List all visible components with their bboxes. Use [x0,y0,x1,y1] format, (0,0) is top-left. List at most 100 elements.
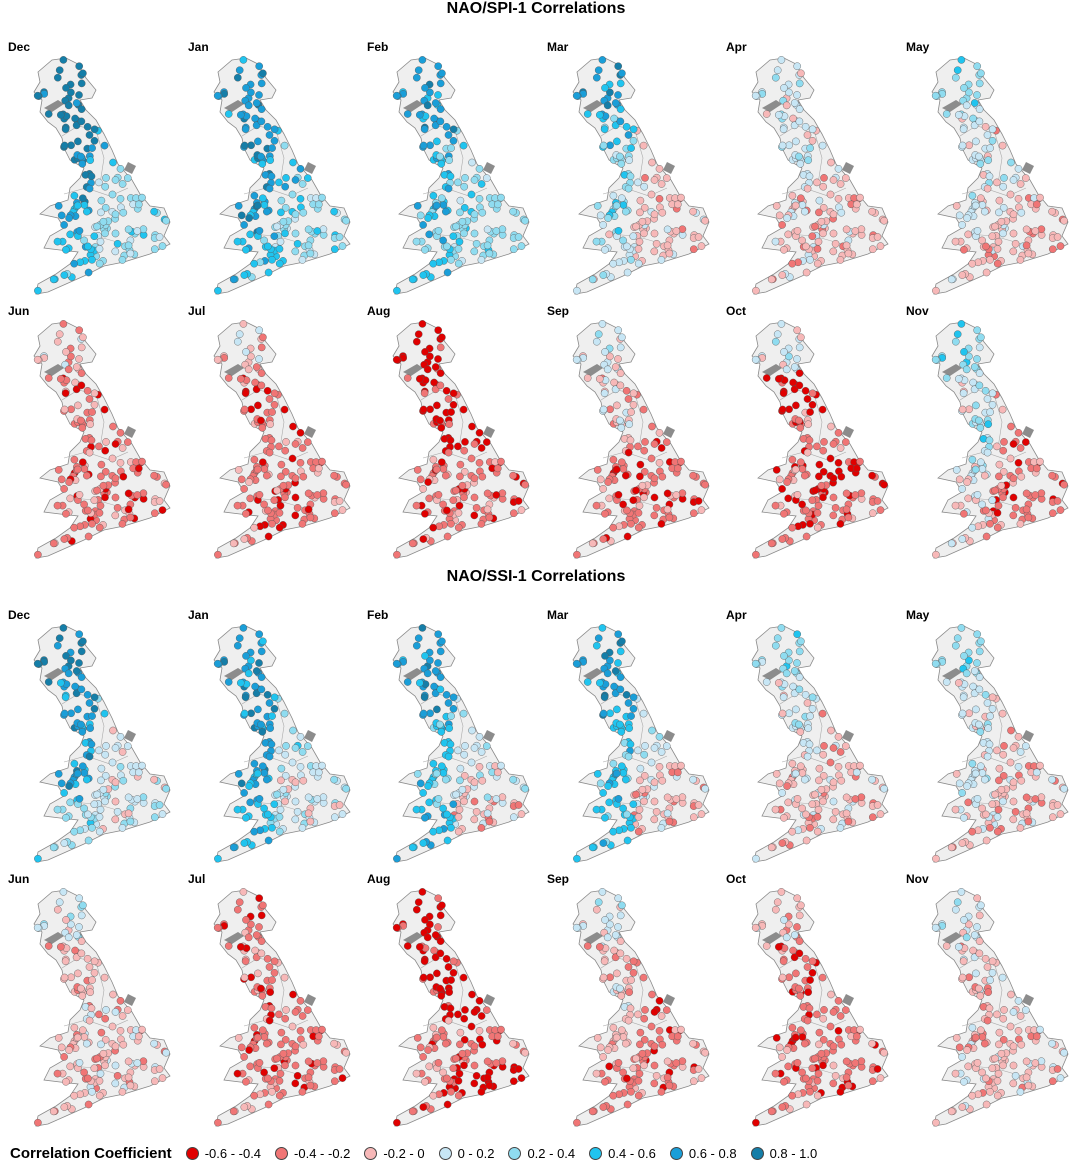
station-point [241,693,250,701]
station-point [101,1061,109,1070]
station-point [97,764,106,773]
station-point [74,969,82,978]
station-point [246,798,254,807]
station-point [1036,457,1044,466]
station-point [953,634,962,643]
region-boundary [634,129,644,185]
station-point [1032,768,1041,777]
station-point [296,429,305,437]
station-point [291,247,300,256]
station-point [596,211,605,220]
station-point [234,1034,243,1042]
station-point [976,728,985,736]
station-point [852,200,861,209]
station-point [964,798,972,807]
region-boundary [243,451,309,461]
station-point [831,1071,840,1080]
station-point [844,1081,853,1090]
station-point [459,973,468,982]
station-point [155,801,164,809]
station-point [62,348,70,356]
station-point [88,712,96,720]
station-point [957,320,966,328]
station-point [517,242,526,250]
station-point [599,535,608,543]
station-point [250,455,259,464]
station-point [436,685,445,694]
station-point [1014,165,1023,173]
station-point [600,693,609,701]
station-point [793,923,801,931]
region-boundary [781,451,847,461]
station-point [245,214,253,222]
station-point [1056,242,1065,250]
station-point [640,493,648,502]
station-point [88,823,96,832]
station-point [455,1069,464,1078]
station-point [811,1054,819,1063]
station-point [609,259,617,268]
station-point [257,647,266,656]
station-point [444,184,453,193]
station-point [247,920,255,929]
station-point [66,798,74,807]
station-point [313,795,322,803]
station-point [773,634,782,643]
station-point [775,1043,784,1052]
station-point [614,1058,623,1067]
station-point [1022,742,1030,750]
station-point [277,196,286,205]
station-point [640,1035,649,1044]
station-point [880,784,888,793]
britain-map [33,320,171,559]
map-panel-ssi-feb: Feb [359,606,537,868]
station-point [229,539,238,548]
station-point [233,805,242,814]
station-point [627,408,635,416]
station-point [798,201,807,209]
station-point [995,208,1003,217]
station-point [942,942,951,950]
station-point [856,457,864,466]
britain-map [572,320,710,559]
station-point [819,1061,827,1070]
station-point [1009,1008,1018,1016]
station-point [116,429,125,437]
station-point [772,466,781,474]
station-point [84,506,92,515]
station-point [258,160,267,168]
station-point [452,790,460,799]
station-point [433,969,441,978]
month-label: Jun [8,304,30,318]
station-point [965,88,973,97]
station-point [119,1040,128,1049]
station-point [83,955,92,963]
station-point [288,1022,297,1031]
station-point [663,742,671,750]
legend-swatch [275,1146,289,1160]
station-point [657,180,666,188]
station-point [80,769,89,777]
station-point [801,955,810,963]
station-point [632,1054,640,1063]
britain-map [572,624,710,863]
station-point [109,990,117,999]
station-point [80,1068,88,1077]
station-point [606,141,614,150]
station-point [952,1034,961,1042]
station-point [265,184,274,193]
station-point [119,472,128,481]
station-point [483,809,492,818]
station-point [247,709,255,718]
station-point [133,1059,142,1067]
station-point [616,685,625,694]
station-point [299,472,308,481]
station-point [414,330,423,339]
station-point [124,1073,133,1082]
station-point [983,448,992,457]
station-point [470,815,479,824]
station-point [102,438,110,446]
station-point [101,771,110,780]
station-point [59,624,68,632]
station-point [60,405,69,414]
